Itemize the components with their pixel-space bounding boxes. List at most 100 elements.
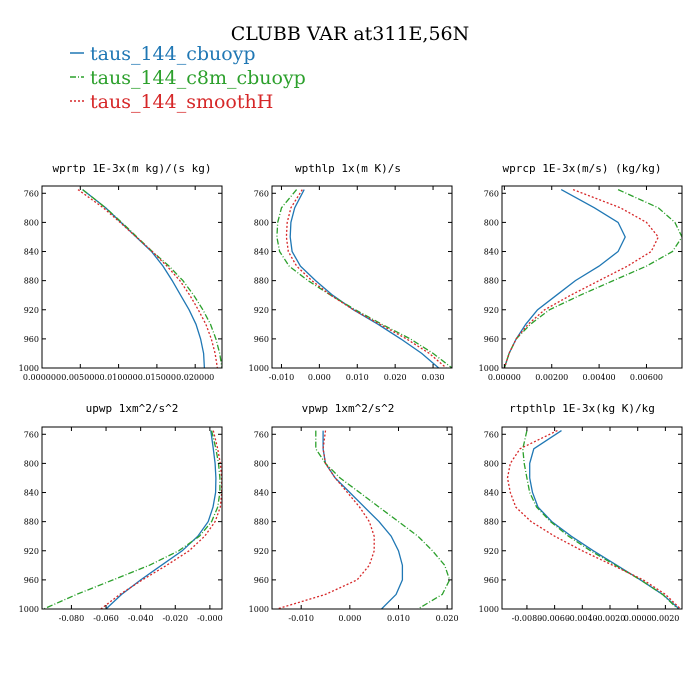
y-tick-label: 1000 (19, 364, 39, 373)
x-tick-label: 0.00200 (535, 373, 568, 382)
y-tick-label: 760 (254, 430, 269, 439)
x-tick-label: 0.020000 (176, 373, 214, 382)
legend-entry-c8m-cbuoyp: taus_144_c8m_cbuoyp (70, 67, 306, 89)
series-group (506, 430, 682, 609)
y-tick-label: 1000 (249, 605, 269, 614)
x-tick-label: -0.0040 (567, 614, 598, 623)
series-line-2 (82, 189, 222, 368)
panel-plot-area: 7608008408809209601000-0.0080-0.0060-0.0… (479, 426, 683, 623)
y-tick-label: 760 (24, 430, 39, 439)
y-tick-label: 960 (254, 335, 269, 344)
y-tick-label: 960 (24, 335, 39, 344)
x-tick-label: -0.060 (93, 614, 119, 623)
x-tick-label: 0.010000 (100, 373, 138, 382)
x-tick-label: -0.080 (59, 614, 85, 623)
y-tick-label: 1000 (249, 364, 269, 373)
series-group (276, 189, 452, 368)
y-tick-label: 920 (24, 306, 39, 315)
series-line-2 (522, 430, 679, 609)
panel-wprtp: wprtp 1E-3x(m kg)/(s kg) 760 800 840 880 920… (19, 162, 223, 382)
plot-frame (501, 426, 683, 610)
y-tick-label: 920 (484, 547, 499, 556)
legend-label: taus_144_c8m_cbuoyp (90, 67, 306, 89)
x-tick-label: 0.030 (422, 373, 445, 382)
y-tick-label: 1000 (19, 605, 39, 614)
plot-frame (271, 185, 453, 369)
y-tick-label: 840 (484, 489, 499, 498)
x-tick-label: 0.010 (387, 614, 410, 623)
y-tick-label: 800 (484, 218, 499, 227)
panel-title: vpwp 1xm^2/s^2 (302, 402, 395, 415)
panel-title: wprcp 1E-3x(m/s) (kg/kg) (503, 162, 662, 175)
panel-title: upwp 1xm^2/s^2 (86, 402, 179, 415)
x-tick-label: 0.005000 (61, 373, 99, 382)
y-tick-label: 880 (484, 277, 499, 286)
x-tick-label: -0.0020 (595, 614, 626, 623)
y-tick-label: 960 (24, 576, 39, 585)
y-tick-label: 840 (254, 248, 269, 257)
series-line-3 (503, 188, 660, 368)
y-tick-label: 760 (24, 189, 39, 198)
x-tick-label: -0.0060 (539, 614, 570, 623)
y-tick-label: 840 (254, 489, 269, 498)
panel-upwp: upwp 1xm^2/s^2 760 800 840 880 920 960 1000 -0.… (19, 402, 223, 623)
y-tick-label: 920 (24, 547, 39, 556)
y-tick-label: 880 (24, 277, 39, 286)
series-line-1 (503, 189, 626, 368)
x-tick-label: 0.020 (384, 373, 407, 382)
y-tick-label: 880 (24, 518, 39, 527)
y-tick-label: 1000 (479, 605, 499, 614)
series-line-2 (43, 430, 221, 609)
x-tick-label: 0.000 (308, 373, 331, 382)
x-tick-label: -0.010 (288, 614, 314, 623)
panel-title: rtpthlp 1E-3x(kg K)/kg (509, 402, 655, 415)
legend: taus_144_cbuoyp taus_144_c8m_cbuoyp taus… (70, 43, 306, 113)
x-tick-label: -0.010 (269, 373, 295, 382)
series-line-2 (315, 430, 451, 609)
series-line-2 (276, 189, 452, 368)
panel-wpthlp: wpthlp 1x(m K)/s 760 800 840 880 920 960 1000-… (249, 162, 453, 382)
plot-frame (41, 185, 223, 369)
panel-rtpthlp: rtpthlp 1E-3x(kg K)/kg 760 800 840 880 920 96… (479, 402, 683, 623)
x-tick-label: 0.00400 (583, 373, 616, 382)
series-line-2 (503, 189, 682, 368)
x-tick-label: -0.0080 (512, 614, 543, 623)
y-tick-label: 800 (24, 459, 39, 468)
plot-frame (501, 185, 683, 369)
legend-entry-cbuoyp: taus_144_cbuoyp (70, 43, 256, 65)
legend-label: taus_144_smoothH (90, 91, 273, 113)
panel-title: wpthlp 1x(m K)/s (295, 162, 401, 175)
series-line-1 (289, 189, 440, 368)
y-tick-label: 800 (484, 459, 499, 468)
series-group (503, 188, 682, 368)
panel-vpwp: vpwp 1xm^2/s^2 760 800 840 880 920 960 1000 -0.… (249, 402, 459, 623)
y-tick-label: 760 (484, 189, 499, 198)
y-tick-label: 920 (484, 306, 499, 315)
y-tick-label: 800 (254, 459, 269, 468)
y-tick-label: 760 (254, 189, 269, 198)
panel-plot-area: 760 800 840 880 920 960 10000.00000 0.00200 0.00… (479, 185, 683, 382)
panel-wprcp: wprcp 1E-3x(m/s) (kg/kg) 760 800 840 880 920… (479, 162, 683, 382)
y-tick-label: 880 (254, 277, 269, 286)
series-group (276, 430, 451, 609)
series-line-3 (506, 430, 682, 609)
x-tick-label: 0.00000 (488, 373, 521, 382)
series-line-3 (77, 189, 219, 368)
legend-label: taus_144_cbuoyp (90, 43, 256, 65)
series-line-1 (105, 430, 217, 609)
series-group (43, 430, 222, 609)
legend-entry-smoothh: taus_144_smoothH (70, 91, 273, 113)
series-line-3 (276, 430, 375, 609)
x-tick-label: 0.0000 (624, 614, 652, 623)
series-line-1 (322, 430, 404, 609)
x-tick-label: 0.00600 (630, 373, 663, 382)
y-tick-label: 960 (254, 576, 269, 585)
x-tick-label: 0.000 (338, 614, 361, 623)
y-tick-label: 840 (24, 489, 39, 498)
series-line-1 (529, 430, 680, 609)
panel-plot-area: 760 800 840 880 920 960 1000 -0.080 -0.060 -0.040… (19, 426, 223, 623)
y-tick-label: 960 (484, 335, 499, 344)
